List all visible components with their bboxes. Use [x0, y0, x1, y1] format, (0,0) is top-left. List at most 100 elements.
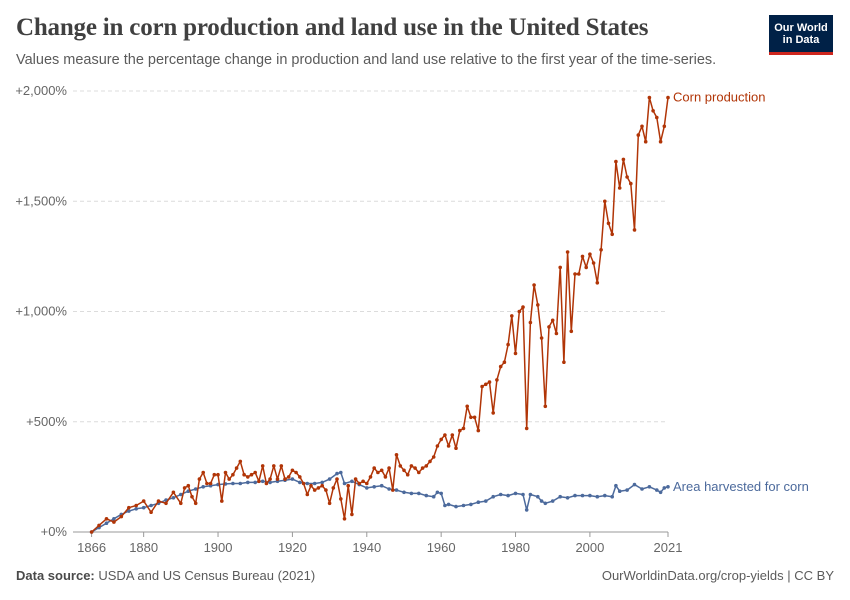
data-point[interactable]	[614, 483, 618, 488]
data-point[interactable]	[424, 493, 429, 498]
data-point[interactable]	[469, 415, 473, 420]
data-point[interactable]	[443, 433, 447, 437]
data-point[interactable]	[584, 265, 588, 270]
data-point[interactable]	[524, 426, 529, 431]
data-point[interactable]	[599, 248, 603, 252]
data-point[interactable]	[647, 485, 652, 489]
data-point[interactable]	[141, 499, 146, 503]
data-point[interactable]	[495, 378, 499, 382]
data-point[interactable]	[588, 493, 592, 498]
data-point[interactable]	[539, 499, 544, 503]
data-point[interactable]	[398, 464, 403, 468]
data-point[interactable]	[558, 265, 562, 270]
owid-logo[interactable]: Our World in Data	[769, 15, 833, 55]
data-point[interactable]	[246, 480, 250, 485]
data-point[interactable]	[402, 468, 406, 473]
series-corn-production[interactable]	[89, 95, 670, 534]
data-point[interactable]	[171, 496, 176, 500]
data-point[interactable]	[294, 470, 298, 475]
data-point[interactable]	[554, 331, 559, 336]
data-point[interactable]	[617, 489, 622, 494]
data-point[interactable]	[458, 428, 462, 433]
data-point[interactable]	[268, 477, 272, 481]
data-point[interactable]	[342, 517, 347, 521]
data-point[interactable]	[216, 472, 220, 477]
data-point[interactable]	[305, 481, 310, 486]
data-point[interactable]	[580, 493, 585, 498]
data-point[interactable]	[606, 221, 611, 226]
data-point[interactable]	[149, 510, 153, 514]
data-point[interactable]	[528, 320, 533, 325]
series-area-harvested[interactable]	[89, 470, 670, 534]
data-point[interactable]	[201, 470, 205, 475]
data-point[interactable]	[249, 472, 254, 477]
data-point[interactable]	[476, 500, 481, 505]
data-point[interactable]	[465, 404, 470, 409]
data-point[interactable]	[286, 475, 291, 479]
data-point[interactable]	[573, 493, 577, 498]
data-point[interactable]	[417, 491, 421, 496]
data-point[interactable]	[353, 477, 358, 481]
data-point[interactable]	[312, 488, 317, 492]
data-point[interactable]	[651, 109, 655, 113]
data-point[interactable]	[413, 466, 417, 470]
data-point[interactable]	[662, 486, 667, 490]
data-point[interactable]	[134, 507, 138, 511]
data-point[interactable]	[621, 157, 626, 162]
data-point[interactable]	[208, 481, 213, 486]
data-point[interactable]	[212, 472, 217, 477]
data-point[interactable]	[636, 133, 641, 137]
data-point[interactable]	[647, 95, 652, 100]
data-point[interactable]	[643, 139, 648, 144]
data-point[interactable]	[484, 382, 488, 387]
data-point[interactable]	[443, 503, 447, 508]
data-point[interactable]	[242, 472, 246, 477]
data-point[interactable]	[327, 477, 332, 481]
data-point[interactable]	[658, 139, 663, 144]
data-point[interactable]	[484, 499, 488, 503]
data-point[interactable]	[394, 453, 399, 457]
data-point[interactable]	[480, 384, 484, 389]
data-point[interactable]	[435, 444, 440, 448]
data-point[interactable]	[595, 281, 600, 285]
data-point[interactable]	[246, 475, 250, 479]
data-point[interactable]	[379, 483, 384, 488]
data-point[interactable]	[339, 470, 343, 475]
data-point[interactable]	[640, 487, 644, 491]
data-point[interactable]	[469, 502, 473, 507]
data-point[interactable]	[517, 309, 522, 314]
data-point[interactable]	[290, 468, 295, 473]
data-point[interactable]	[279, 464, 284, 468]
line-chart[interactable]: +0% +500% +1,000% +1,500% +2,000% 1866 1880 19…	[0, 0, 850, 560]
data-point[interactable]	[405, 472, 410, 477]
data-point[interactable]	[305, 492, 310, 497]
data-point[interactable]	[372, 485, 377, 489]
data-point[interactable]	[536, 303, 540, 307]
data-point[interactable]	[112, 517, 116, 521]
data-point[interactable]	[365, 486, 369, 490]
data-point[interactable]	[439, 491, 444, 496]
data-point[interactable]	[632, 482, 637, 487]
data-point[interactable]	[104, 521, 109, 525]
data-point[interactable]	[190, 494, 194, 499]
data-point[interactable]	[361, 479, 365, 484]
data-point[interactable]	[536, 494, 540, 499]
data-point[interactable]	[655, 488, 659, 492]
data-point[interactable]	[376, 470, 380, 475]
data-point[interactable]	[372, 466, 377, 470]
data-point[interactable]	[558, 494, 562, 499]
data-point[interactable]	[275, 477, 280, 481]
data-point[interactable]	[476, 428, 481, 433]
data-point[interactable]	[439, 437, 444, 442]
data-point[interactable]	[149, 503, 153, 508]
data-point[interactable]	[127, 509, 131, 513]
data-point[interactable]	[431, 494, 436, 499]
data-point[interactable]	[603, 199, 607, 204]
data-point[interactable]	[461, 426, 466, 431]
data-point[interactable]	[431, 455, 436, 459]
data-point[interactable]	[595, 494, 600, 499]
data-point[interactable]	[387, 487, 391, 491]
data-point[interactable]	[205, 481, 209, 486]
data-point[interactable]	[220, 499, 224, 503]
data-point[interactable]	[658, 490, 663, 495]
